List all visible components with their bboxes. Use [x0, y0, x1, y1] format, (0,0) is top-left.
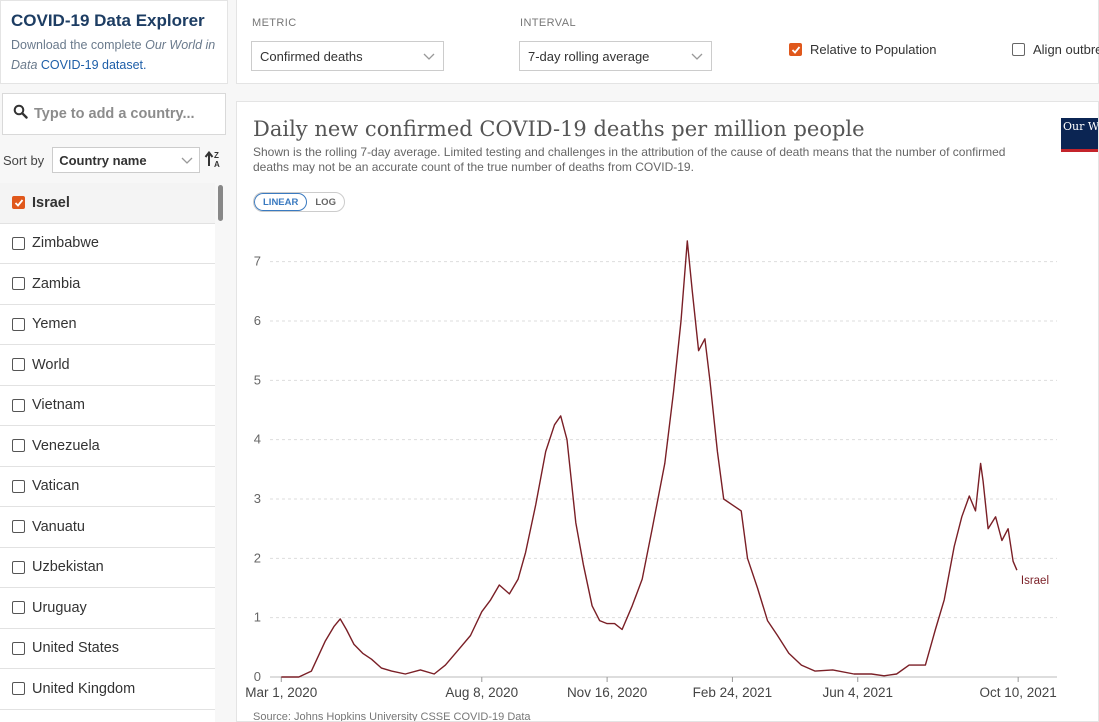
sort-select-value: Country name — [59, 152, 147, 168]
series-line — [281, 240, 1018, 678]
align-outbreaks-label: Align outbreaks — [1033, 42, 1099, 57]
x-tick-label: Nov 16, 2020 — [567, 685, 647, 700]
metric-label: METRIC — [252, 17, 297, 29]
chevron-down-icon — [423, 49, 435, 64]
y-tick-label: 6 — [254, 313, 261, 328]
country-list-item[interactable]: World — [0, 345, 215, 386]
country-list-item[interactable]: Yemen — [0, 305, 215, 345]
metric-dropdown[interactable]: Confirmed deaths — [251, 41, 444, 71]
x-tick-label: Mar 1, 2020 — [245, 685, 317, 700]
x-tick-label: Aug 8, 2020 — [445, 685, 518, 700]
country-list-item[interactable]: Uzbekistan — [0, 548, 215, 588]
chart-subtitle: Shown is the rolling 7-day average. Limi… — [253, 145, 1006, 174]
scale-log-button[interactable]: LOG — [315, 196, 336, 208]
country-list-item[interactable]: Vatican — [0, 467, 215, 507]
country-name: Vanuatu — [32, 518, 85, 535]
interval-label: INTERVAL — [520, 17, 576, 29]
country-search[interactable] — [2, 93, 226, 135]
chevron-down-icon — [181, 153, 193, 168]
controls-bar: METRIC Confirmed deaths INTERVAL 7-day r… — [236, 0, 1099, 84]
country-list-item[interactable]: Venezuela — [0, 426, 215, 467]
app-title: COVID-19 Data Explorer — [11, 11, 205, 30]
country-name: Vietnam — [32, 397, 85, 414]
scale-linear-button[interactable]: LINEAR — [254, 193, 308, 211]
country-name: Vatican — [32, 478, 80, 495]
country-name: Yemen — [32, 316, 77, 333]
app-header: COVID-19 Data Explorer Download the comp… — [0, 0, 228, 84]
interval-dropdown[interactable]: 7-day rolling average — [519, 41, 712, 71]
checkbox-empty-icon[interactable] — [12, 682, 25, 696]
x-tick-label: Feb 24, 2021 — [693, 685, 773, 700]
country-list-item[interactable]: Zambia — [0, 264, 215, 305]
country-list-item[interactable]: Vietnam — [0, 386, 215, 426]
checkbox-empty-icon — [1012, 43, 1025, 56]
checkbox-empty-icon[interactable] — [12, 358, 25, 372]
app-subtitle: Download the complete Our World in Data … — [11, 35, 217, 75]
sort-label: Sort by — [3, 152, 45, 168]
country-name: Uzbekistan — [32, 559, 104, 576]
sidebar: COVID-19 Data Explorer Download the comp… — [0, 0, 228, 722]
country-list-item[interactable]: Uruguay — [0, 588, 215, 629]
relative-population-label: Relative to Population — [810, 42, 937, 57]
chart-svg: 0 1 2 3 4 5 6 7 Mar 1, 2020 Aug 8, 2020 Nov 16, 20… — [245, 240, 1057, 700]
y-tick-label: 4 — [254, 432, 261, 447]
y-tick-label: 5 — [254, 372, 261, 387]
y-tick-label: 3 — [254, 491, 261, 506]
checkbox-empty-icon[interactable] — [12, 398, 25, 412]
country-name: Zambia — [32, 275, 81, 292]
chart-source: Source: Johns Hopkins University CSSE CO… — [253, 711, 531, 722]
country-name: Uruguay — [32, 599, 87, 616]
search-input[interactable] — [34, 106, 214, 122]
checkbox-empty-icon[interactable] — [12, 236, 25, 250]
x-tick-label: Oct 10, 2021 — [979, 685, 1056, 700]
align-outbreaks-checkbox[interactable]: Align outbreaks — [1012, 42, 1099, 57]
y-tick-label: 0 — [254, 669, 261, 684]
checkbox-empty-icon[interactable] — [12, 317, 25, 331]
country-name: Venezuela — [32, 437, 100, 454]
relative-population-checkbox[interactable]: Relative to Population — [789, 42, 936, 57]
svg-text:Z: Z — [214, 151, 219, 160]
country-list-item[interactable]: Vanuatu — [0, 507, 215, 548]
list-scrollbar[interactable] — [218, 185, 223, 221]
country-list: Israel Zimbabwe Zambia Yemen World Vietnam Ven… — [0, 183, 215, 722]
svg-text:A: A — [214, 160, 220, 169]
checkmark-icon[interactable] — [12, 196, 25, 210]
download-text: Download the complete — [11, 38, 146, 52]
checkmark-icon — [789, 43, 802, 56]
metric-dropdown-value: Confirmed deaths — [260, 48, 363, 64]
chevron-down-icon — [691, 49, 703, 64]
chart-panel: Daily new confirmed COVID-19 deaths per … — [236, 101, 1099, 722]
country-list-item[interactable]: United Kingdom — [0, 669, 215, 710]
owid-italic-text: Our World in Data — [11, 38, 216, 72]
sort-select[interactable]: Country name — [52, 147, 201, 173]
checkbox-empty-icon[interactable] — [12, 520, 25, 534]
checkbox-empty-icon[interactable] — [12, 601, 25, 615]
y-tick-label: 7 — [254, 254, 261, 269]
checkbox-empty-icon[interactable] — [12, 641, 25, 655]
country-name: Zimbabwe — [32, 235, 99, 252]
y-tick-label: 1 — [254, 610, 261, 625]
country-list-item[interactable]: Israel — [0, 183, 215, 224]
y-tick-label: 2 — [254, 550, 261, 565]
checkbox-empty-icon[interactable] — [12, 560, 25, 574]
chart-title: Daily new confirmed COVID-19 deaths per … — [253, 117, 865, 141]
checkbox-empty-icon[interactable] — [12, 479, 25, 493]
checkbox-empty-icon[interactable] — [12, 439, 25, 453]
country-name: Israel — [32, 194, 70, 211]
country-name: World — [32, 356, 70, 373]
owid-logo[interactable]: Our World in Data — [1061, 118, 1098, 152]
country-name: United States — [32, 640, 120, 657]
interval-dropdown-value: 7-day rolling average — [528, 48, 650, 64]
dataset-link[interactable]: COVID-19 dataset. — [40, 58, 147, 72]
country-list-item[interactable]: Zimbabwe — [0, 224, 215, 264]
x-tick-label: Jun 4, 2021 — [822, 685, 893, 700]
country-name: United Kingdom — [32, 680, 136, 697]
search-icon — [13, 104, 28, 124]
series-label: Israel — [1021, 575, 1049, 587]
country-list-item[interactable]: United States — [0, 629, 215, 669]
scale-toggle: LINEAR LOG — [253, 192, 345, 212]
checkbox-empty-icon[interactable] — [12, 277, 25, 291]
